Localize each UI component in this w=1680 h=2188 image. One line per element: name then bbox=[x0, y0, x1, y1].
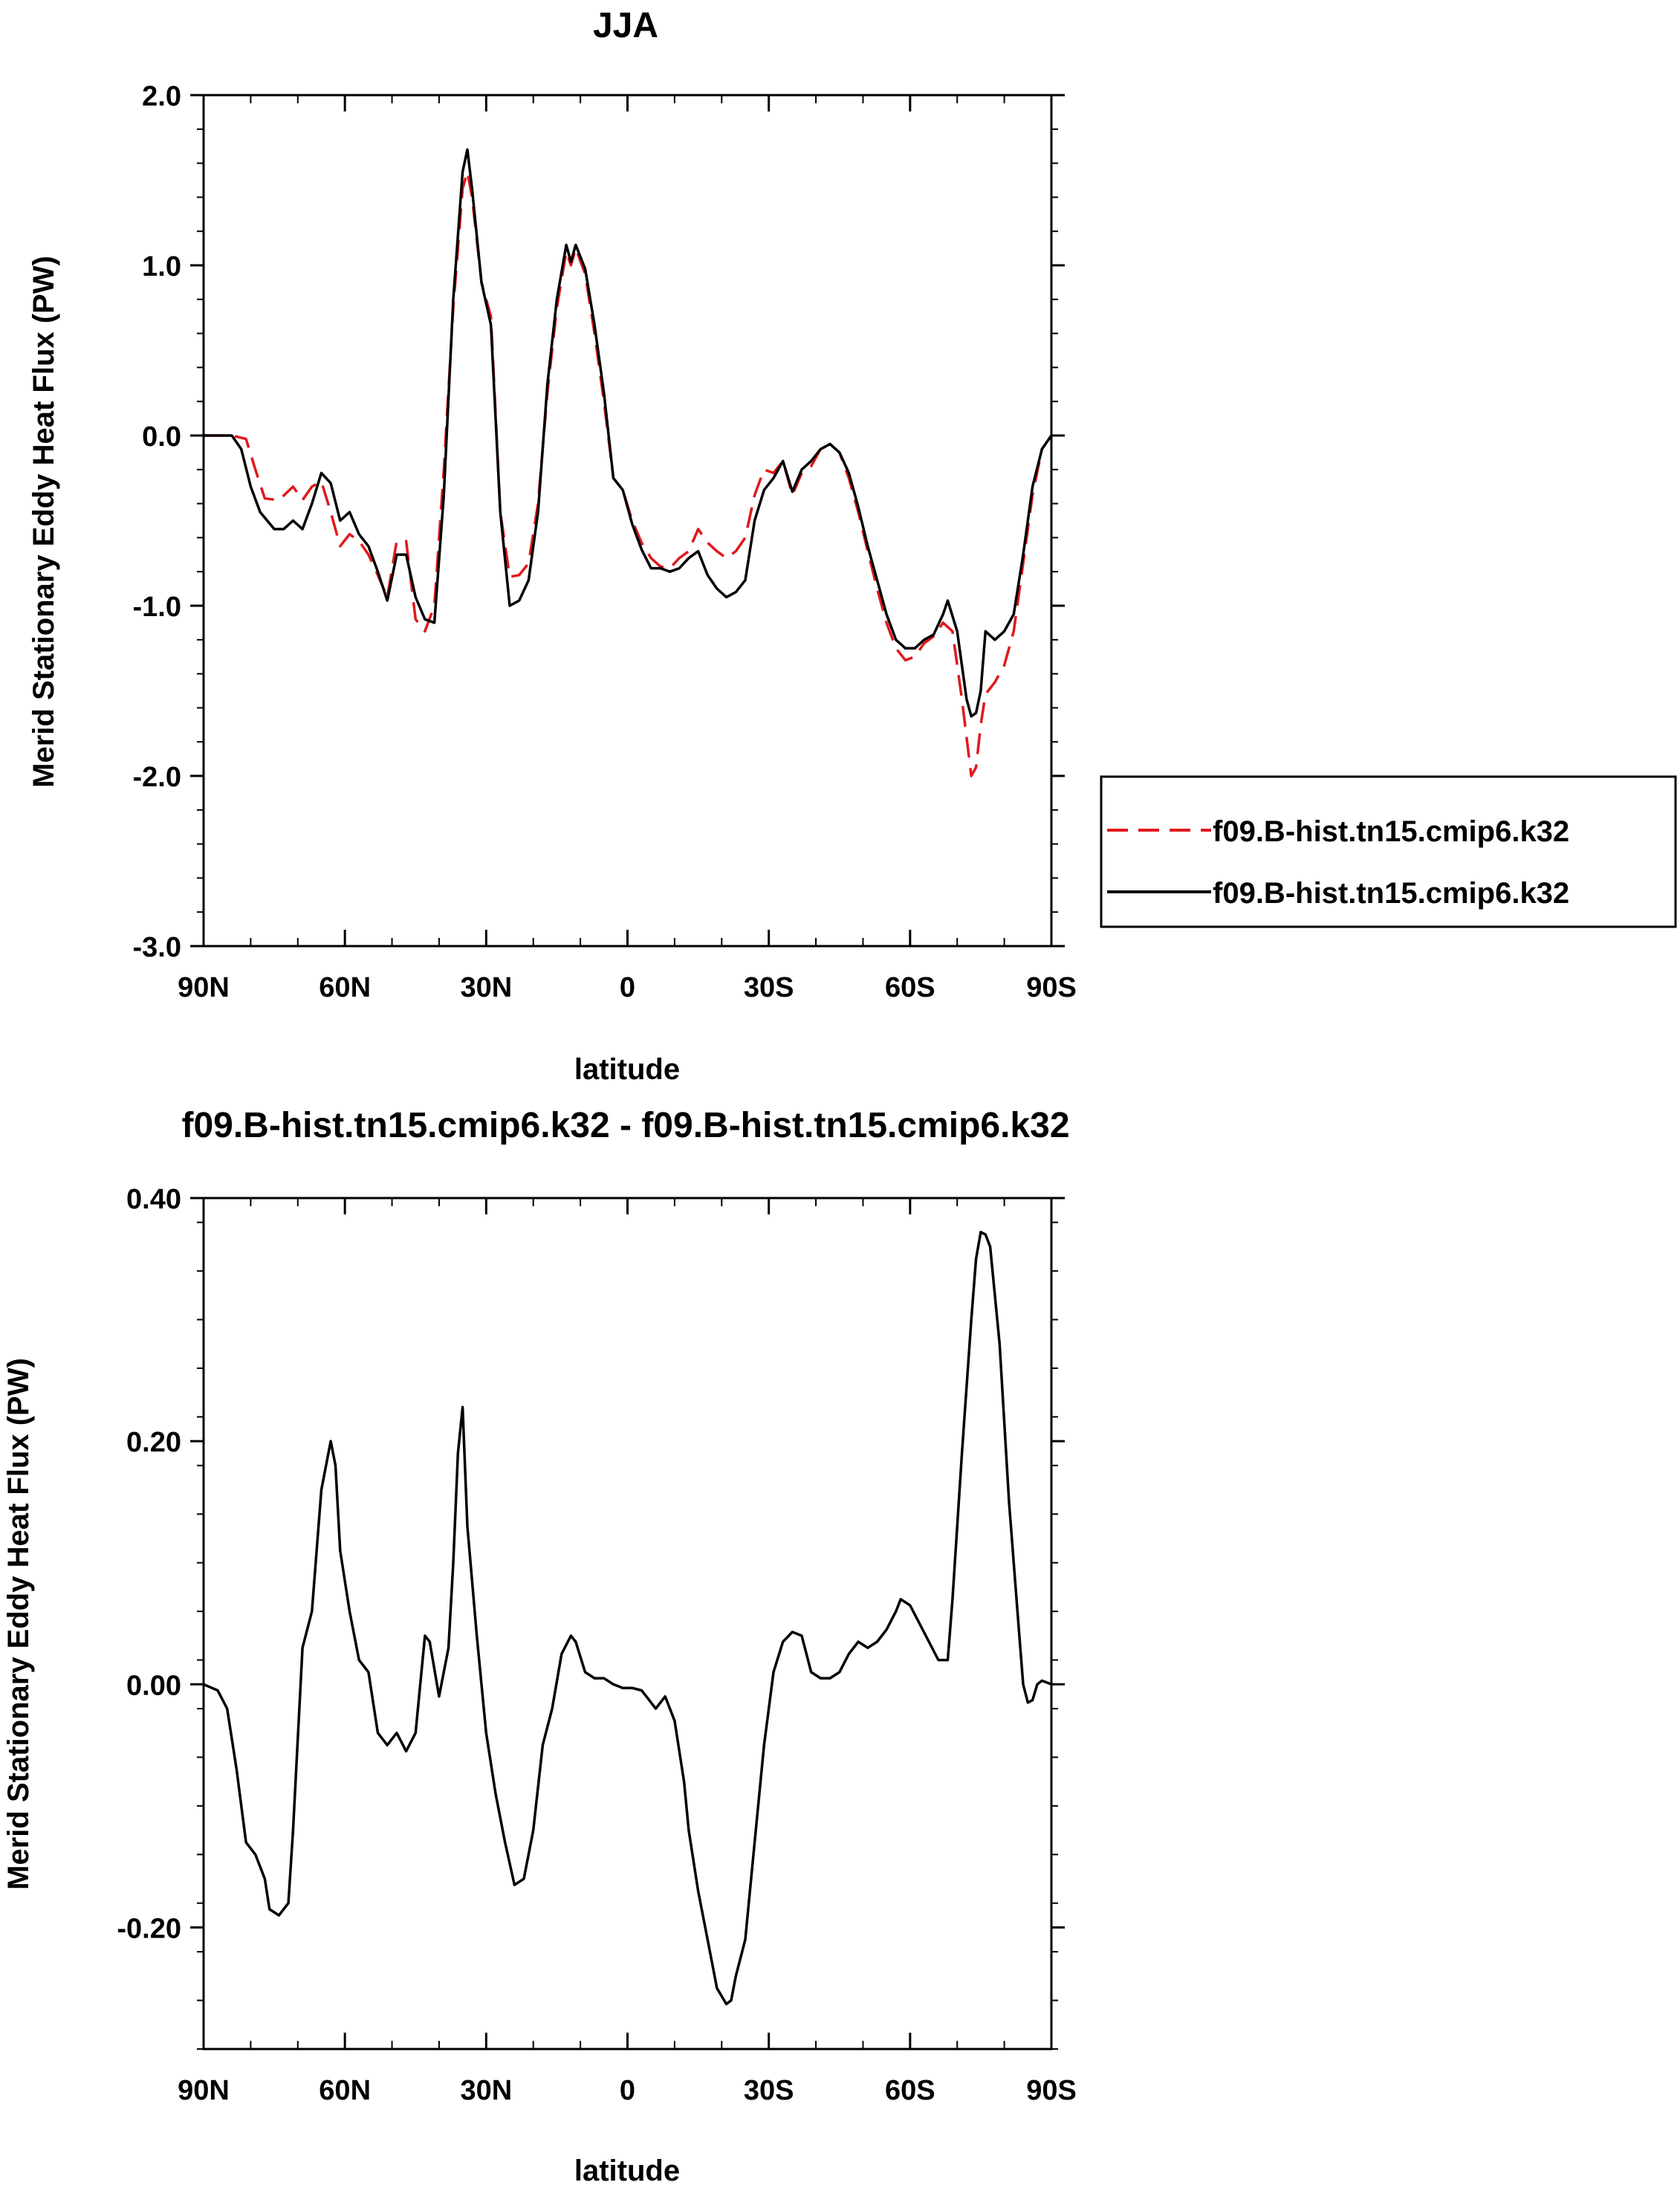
x-tick-label: 0 bbox=[620, 2075, 635, 2106]
y-tick-label: -2.0 bbox=[133, 762, 181, 793]
top-tick-labels: 90N 60N 30N 0 30S 60S 90S -3.0 -2.0 -1.0 0.0 1.0 2.0 bbox=[133, 81, 1077, 1003]
x-tick-label: 60N bbox=[319, 972, 371, 1003]
bottom-y-axis-label: Merid Stationary Eddy Heat Flux (PW) bbox=[2, 1358, 35, 1890]
y-tick-label: 0.20 bbox=[126, 1427, 181, 1458]
x-tick-label: 30N bbox=[460, 2075, 512, 2106]
series-line-1 bbox=[203, 1231, 1052, 2006]
x-tick-label: 30N bbox=[460, 972, 512, 1003]
y-tick-label: 2.0 bbox=[142, 81, 181, 112]
bottom-panel: f09.B-hist.tn15.cmip6.k32 - f09.B-hist.t… bbox=[2, 1106, 1077, 2187]
legend-label-2: f09.B-hist.tn15.cmip6.k32 bbox=[1213, 877, 1569, 910]
x-tick-label: 90N bbox=[178, 2075, 230, 2106]
top-y-axis-label: Merid Stationary Eddy Heat Flux (PW) bbox=[27, 256, 60, 788]
legend-box bbox=[1100, 775, 1677, 928]
series-line-2 bbox=[204, 148, 1053, 718]
bottom-plot-frame bbox=[202, 1197, 1053, 2051]
top-plot-frame bbox=[202, 94, 1053, 948]
legend: f09.B-hist.tn15.cmip6.k32 f09.B-hist.tn1… bbox=[1100, 775, 1677, 928]
x-tick-label: 90N bbox=[178, 972, 230, 1003]
top-plot-series bbox=[204, 148, 1053, 777]
y-tick-label: 0.0 bbox=[142, 421, 181, 453]
y-tick-label: 0.40 bbox=[126, 1184, 181, 1215]
x-tick-label: 0 bbox=[620, 972, 635, 1003]
y-tick-label: 0.00 bbox=[126, 1670, 181, 1701]
y-tick-label: -1.0 bbox=[133, 592, 181, 623]
bottom-axis-ticks bbox=[190, 1197, 1065, 2050]
x-tick-label: 30S bbox=[744, 2075, 794, 2106]
x-tick-label: 90S bbox=[1026, 2075, 1077, 2106]
series-line-1 bbox=[204, 170, 1053, 777]
top-axis-ticks bbox=[190, 94, 1065, 948]
legend-label-1: f09.B-hist.tn15.cmip6.k32 bbox=[1213, 815, 1569, 848]
bottom-x-axis-label: latitude bbox=[574, 2155, 680, 2187]
y-tick-label: 1.0 bbox=[142, 251, 181, 282]
x-tick-label: 60S bbox=[885, 972, 935, 1003]
x-tick-label: 60N bbox=[319, 2075, 371, 2106]
top-panel: JJA 90N 60N 30N 0 30S 60S 90S -3.0 -2.0 -1.0 0.0 1.… bbox=[27, 6, 1677, 1086]
top-chart-title: JJA bbox=[593, 6, 658, 45]
y-tick-label: -0.20 bbox=[117, 1913, 181, 1944]
x-tick-label: 30S bbox=[744, 972, 794, 1003]
bottom-tick-labels: 90N 60N 30N 0 30S 60S 90S -0.20 0.00 0.20 0.40 bbox=[117, 1184, 1076, 2106]
y-tick-label: -3.0 bbox=[133, 932, 181, 963]
x-tick-label: 60S bbox=[885, 2075, 935, 2106]
top-x-axis-label: latitude bbox=[574, 1053, 680, 1086]
bottom-plot-series bbox=[203, 1231, 1052, 2006]
bottom-chart-title: f09.B-hist.tn15.cmip6.k32 - f09.B-hist.t… bbox=[181, 1106, 1069, 1145]
x-tick-label: 90S bbox=[1026, 972, 1077, 1003]
